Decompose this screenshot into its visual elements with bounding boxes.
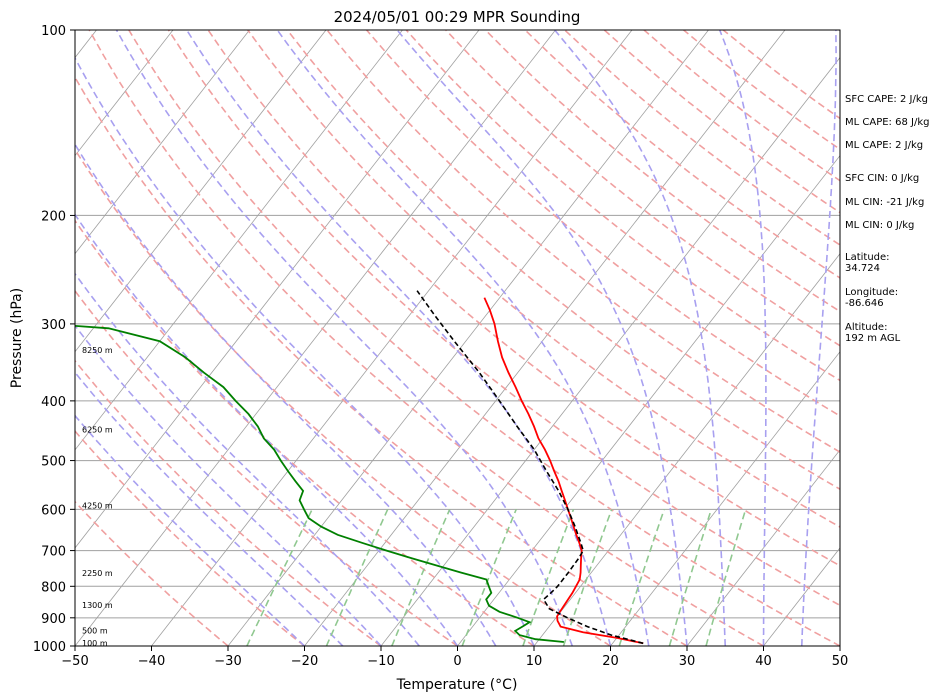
dry-adiabat-line [167,30,840,607]
info-line: -86.646 [845,298,884,309]
y-tick-label: 800 [41,580,66,595]
x-tick-label: 10 [526,654,543,669]
temperature-line [483,297,644,645]
x-tick-label: 30 [679,654,696,669]
data-series [75,290,644,645]
info-line: 34.724 [845,263,880,274]
moist-adiabat-line [75,142,497,646]
height-label: 100 m [82,639,108,648]
dry-adiabat-line [75,148,611,646]
info-line: Latitude: [845,252,890,263]
x-axis-label: Temperature (°C) [396,677,518,693]
dry-adiabat-line [88,30,764,646]
isotherm-line [75,30,250,255]
x-tick-label: −40 [138,654,165,669]
y-tick-label: 900 [41,612,66,627]
height-label: 2250 m [82,569,113,578]
dewpoint-line [75,325,564,643]
y-tick-label: 700 [41,545,66,560]
dry-adiabat-line [75,289,458,646]
isotherm-line [75,30,327,353]
height-label: 6250 m [82,425,113,434]
dry-adiabat-line [128,30,840,646]
dry-adiabat-line [75,75,688,646]
info-line: ML CIN: 0 J/kg [845,220,914,231]
dry-adiabat-line [247,30,840,528]
mixing-ratio-line [246,508,313,646]
dry-adiabat-line [75,429,305,646]
mixing-ratio-line [618,509,665,646]
moist-adiabat-line [554,30,727,646]
moist-adiabat-line [75,324,382,646]
info-line: SFC CIN: 0 J/kg [845,173,919,184]
info-line: Longitude: [845,287,898,298]
mixing-ratio-line [522,509,575,646]
x-tick-label: 0 [453,654,461,669]
background-grid [75,30,840,646]
isotherm-line [457,154,840,646]
info-line: Altitude: [845,322,887,333]
x-tick-label: 40 [755,654,772,669]
isotherm-line [75,30,403,451]
x-tick-label: −20 [291,654,318,669]
isotherm-line [380,56,840,646]
isotherm-line [686,449,840,646]
height-label: 1300 m [82,601,113,610]
isotherm-line [227,30,709,646]
mixing-ratio-line [668,509,713,646]
moist-adiabat-line [75,56,535,646]
y-tick-label: 200 [41,209,66,224]
height-label: 4250 m [82,501,113,510]
height-label: 500 m [82,626,108,635]
height-labels: 100 m 500 m 1300 m 2250 m 4250 m 6250 m 8250 m [82,346,113,648]
moist-adiabat-line [75,272,420,646]
info-line: ML CAPE: 2 J/kg [845,140,923,151]
moist-adiabat-line [801,30,837,646]
y-tick-label: 300 [41,318,66,333]
dry-adiabat-line [75,359,382,646]
isotherm-line [304,30,786,646]
info-line: ML CIN: -21 J/kg [845,197,924,208]
y-tick-label: 1000 [33,640,66,655]
moist-adiabat-line [115,30,574,646]
x-tick-label: 20 [602,654,619,669]
moist-adiabat-line [718,30,767,646]
dry-adiabat-line [75,500,229,646]
isotherm-line [151,30,633,646]
info-line: 192 m AGL [845,333,901,344]
moist-adiabat-line [276,30,650,646]
y-axis-label: Pressure (hPa) [9,288,25,388]
isotherm-line [75,30,556,646]
height-label: 8250 m [82,346,113,355]
x-tick-label: 50 [832,654,849,669]
y-tick-label: 500 [41,455,66,470]
moist-adiabat-line [186,30,612,646]
chart-title: 2024/05/01 00:29 MPR Sounding [334,8,581,26]
isotherm-line [610,351,840,646]
info-line: SFC CAPE: 2 J/kg [845,94,928,105]
isotherm-line [533,253,840,646]
sounding-info-panel: SFC CAPE: 2 J/kg ML CAPE: 68 J/kg ML CAPE:… [845,94,929,344]
dry-adiabat-line [207,30,840,567]
axes: −50 −40 −30 −20 −10 0 10 20 30 40 50 100 200 300 400 50… [33,24,848,669]
info-line: ML CAPE: 68 J/kg [845,117,929,128]
y-tick-label: 400 [41,395,66,410]
x-tick-label: −10 [367,654,394,669]
x-tick-label: −30 [214,654,241,669]
y-tick-label: 600 [41,503,66,518]
moist-adiabat-line [75,213,459,646]
mixing-ratio-line [562,509,613,646]
mixing-ratio-line [461,509,517,646]
mixing-ratio-line [705,509,747,646]
x-tick-label: −50 [61,654,88,669]
isotherm-line [75,30,480,549]
y-tick-label: 100 [41,24,66,39]
mixing-ratio-line [391,508,451,646]
dry-adiabat-line [75,219,535,646]
isotherm-line [75,30,174,157]
